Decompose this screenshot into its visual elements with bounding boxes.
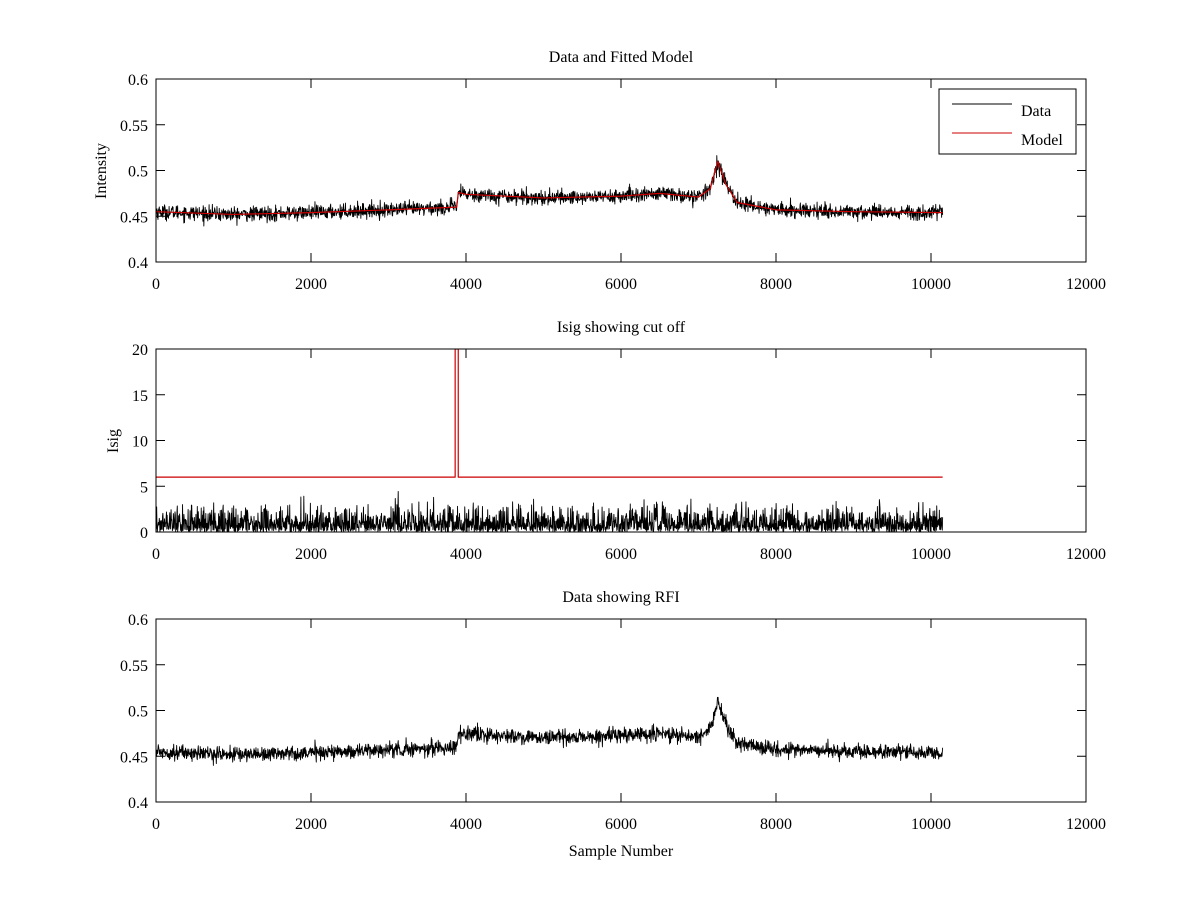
panel2-series-group [156,349,944,532]
panel3-series1-line [156,696,944,766]
panel2-xtick-label: 12000 [1066,546,1106,563]
panel2-title: Isig showing cut off [557,319,686,336]
panel1-ytick-label: 0.45 [120,209,148,226]
panel1-xtick-label: 12000 [1066,276,1106,293]
panel2-ytick-label: 10 [132,434,148,451]
legend-data-label: Data [1021,103,1051,120]
panel3-series-group [156,696,944,766]
panel1-ytick-label: 0.5 [128,164,148,181]
panel3-xtick-label: 10000 [911,816,951,833]
panel1-ytick-label: 0.6 [128,72,148,89]
panel2-plot-area: 0 2000 4000 6000 8000 10000 12000 0 5 10 15 20 [132,342,1106,563]
panel2-ytick-label: 20 [132,342,148,359]
panel1-xtick-label: 8000 [760,276,792,293]
panel2-series1-line [156,490,944,532]
panel3-title: Data showing RFI [562,589,679,606]
panel2-series2-line [156,349,943,478]
panel2-xtick-label: 0 [152,546,160,563]
panel2-ylabel: Isig [105,429,122,453]
panel3-ytick-label: 0.6 [128,612,148,629]
panel2-xtick-label: 2000 [295,546,327,563]
panel-isig-showing-cut-off: Isig showing cut off Isig 0 2000 4000 6000 8… [105,319,1106,563]
legend: Data Model [938,88,1077,155]
panel-data-and-fitted-model: Data and Fitted Model Intensity 0 2000 400… [93,49,1106,293]
panel3-xtick-label: 12000 [1066,816,1106,833]
panel1-model-line [156,160,943,216]
panel3-plot-area: 0 2000 4000 6000 8000 10000 12000 0.4 0.45 0.5 0.5… [120,612,1106,833]
panel1-xtick-label: 10000 [911,276,951,293]
panel3-xtick-label: 6000 [605,816,637,833]
panel3-xtick-label: 8000 [760,816,792,833]
panel1-series-group [156,155,944,227]
panel1-ytick-label: 0.55 [120,118,148,135]
panel3-xtick-label: 2000 [295,816,327,833]
panel3-ytick-label: 0.55 [120,658,148,675]
panel1-ytick-label: 0.4 [128,255,148,272]
panel1-xtick-label: 4000 [450,276,482,293]
panel3-xtick-label: 4000 [450,816,482,833]
panel2-xtick-label: 6000 [605,546,637,563]
panel3-ytick-label: 0.5 [128,704,148,721]
panel1-plot-area: 0 2000 4000 6000 8000 10000 12000 0.4 0.45 0.5 0.5… [120,72,1106,293]
panel1-xtick-label: 0 [152,276,160,293]
panel2-xtick-label: 4000 [450,546,482,563]
panel1-ylabel: Intensity [93,143,110,199]
legend-box [938,88,1077,155]
panel2-xtick-label: 8000 [760,546,792,563]
panel3-xlabel: Sample Number [569,843,674,860]
legend-model-label: Model [1021,132,1063,149]
panel-data-showing-rfi: Data showing RFI 0 2000 4000 6000 8000 10000 1… [120,589,1106,860]
panel2-ytick-label: 0 [140,525,148,542]
panel2-ytick-label: 5 [140,479,148,496]
panel1-title: Data and Fitted Model [549,49,694,66]
panel3-xtick-label: 0 [152,816,160,833]
panel1-xtick-label: 2000 [295,276,327,293]
panel3-ytick-label: 0.4 [128,795,148,812]
panel2-xtick-label: 10000 [911,546,951,563]
panel1-xtick-label: 6000 [605,276,637,293]
panel2-ytick-label: 15 [132,388,148,405]
panel3-ytick-label: 0.45 [120,749,148,766]
